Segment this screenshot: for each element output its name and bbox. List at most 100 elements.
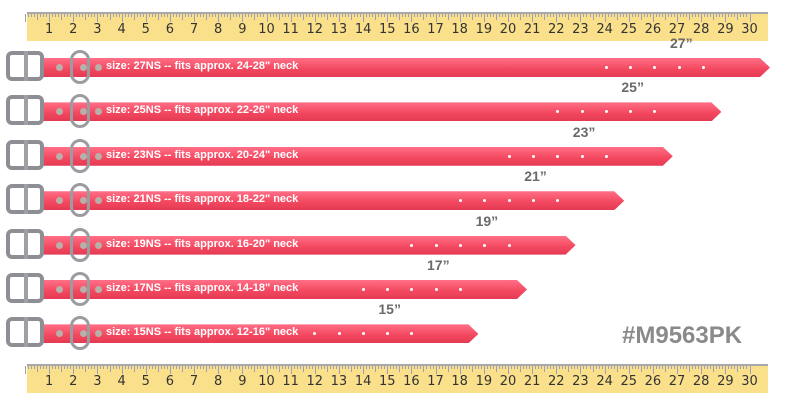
collar-15: size: 15NS -- fits approx. 12-16" neck 15…: [0, 301, 800, 353]
ruler-tick: [58, 14, 60, 17]
ruler-tick: [317, 366, 319, 369]
ruler-tick: [489, 366, 491, 369]
ruler-tick: [375, 14, 377, 20]
rivet-icon: [95, 286, 102, 293]
collar-hole: [556, 110, 560, 114]
ruler-tick: [698, 366, 700, 369]
ruler-tick: [94, 366, 96, 369]
ruler-tick: [565, 366, 567, 369]
ruler-tick: [692, 14, 694, 17]
ruler-tick: [181, 366, 183, 372]
ruler-tick: [290, 366, 292, 374]
ruler-tick: [411, 366, 413, 374]
ruler-tick: [399, 366, 401, 372]
collar-hole: [507, 199, 511, 203]
ruler-tick: [381, 366, 383, 369]
ruler-tick: [28, 14, 30, 17]
d-ring-icon: [70, 316, 90, 351]
ruler-tick: [52, 14, 54, 17]
rivet-icon: [56, 152, 63, 160]
ruler-tick: [242, 14, 244, 22]
ruler-tick: [432, 366, 434, 369]
ruler-tick: [151, 14, 153, 17]
ruler-tick: [215, 14, 217, 17]
ruler-tick: [118, 366, 120, 369]
ruler-tick: [73, 14, 75, 22]
ruler-number: 25: [620, 22, 638, 37]
ruler-number: 10: [258, 374, 275, 389]
ruler-tick: [713, 366, 715, 372]
rivet-icon: [80, 108, 87, 116]
ruler-number: 21: [523, 22, 541, 37]
ruler-tick: [154, 14, 156, 17]
ruler-tick: [658, 14, 660, 17]
ruler-number: 11: [282, 374, 299, 389]
ruler-tick: [677, 366, 679, 374]
ruler-tick: [94, 14, 96, 17]
ruler-tick: [97, 14, 99, 22]
ruler-number: 28: [692, 374, 710, 389]
ruler-tick: [200, 366, 202, 369]
buckle-icon: [6, 273, 44, 303]
collar-hole: [604, 154, 608, 158]
ruler-tick: [583, 14, 585, 17]
ruler-tick: [444, 14, 446, 17]
ruler-tick: [438, 366, 440, 369]
ruler-number: 20: [499, 374, 517, 389]
ruler-tick: [203, 14, 205, 17]
ruler-number: 2: [69, 22, 78, 37]
ruler-tick: [311, 14, 313, 17]
ruler-tick: [348, 14, 349, 17]
ruler-tick: [329, 14, 331, 17]
ruler-number: 9: [238, 374, 247, 389]
ruler-tick: [181, 14, 183, 20]
collar-hole: [604, 66, 608, 69]
ruler-tick: [369, 14, 371, 17]
ruler-tick: [465, 14, 467, 17]
ruler-tick: [550, 366, 552, 369]
ruler-tick: [127, 14, 129, 17]
ruler-tick: [607, 14, 609, 17]
ruler-tick: [55, 366, 57, 369]
ruler-tick: [34, 366, 36, 369]
ruler-tick: [501, 14, 503, 17]
ruler-tick: [429, 366, 431, 369]
ruler-tick: [631, 14, 633, 17]
ruler-tick: [341, 366, 343, 369]
ruler-tick: [495, 366, 497, 372]
ruler-tick: [221, 366, 223, 369]
size-mark: 25”: [621, 79, 644, 96]
ruler-tick: [206, 14, 208, 20]
ruler-tick: [124, 366, 126, 369]
ruler-tick: [230, 366, 232, 372]
ruler-tick: [698, 14, 700, 17]
ruler-tick: [251, 366, 253, 369]
ruler-tick: [495, 14, 497, 20]
collar-strap: [40, 236, 576, 255]
ruler-tick: [622, 14, 624, 17]
ruler-tick: [604, 14, 606, 22]
ruler-tick: [523, 14, 525, 17]
ruler-tick: [293, 366, 295, 369]
collar-hole: [434, 243, 438, 247]
ruler-tick: [553, 366, 555, 369]
ruler-tick: [266, 366, 268, 374]
ruler-tick: [360, 366, 362, 369]
ruler-tick: [577, 366, 579, 369]
ruler-tick: [151, 366, 153, 369]
ruler-tick: [664, 14, 666, 20]
ruler-tick: [628, 14, 630, 22]
ruler-tick: [450, 366, 452, 369]
ruler-tick: [710, 14, 712, 17]
ruler-tick: [471, 366, 473, 372]
ruler-tick: [671, 366, 672, 369]
ruler-number: 4: [117, 22, 126, 37]
ruler-tick: [154, 366, 156, 369]
collar-hole: [531, 154, 535, 158]
ruler-tick: [221, 14, 223, 17]
ruler-tick: [175, 366, 177, 369]
ruler-tick: [82, 14, 84, 17]
ruler-number: 30: [741, 22, 758, 37]
ruler-tick: [628, 366, 630, 374]
ruler-tick: [381, 14, 383, 17]
